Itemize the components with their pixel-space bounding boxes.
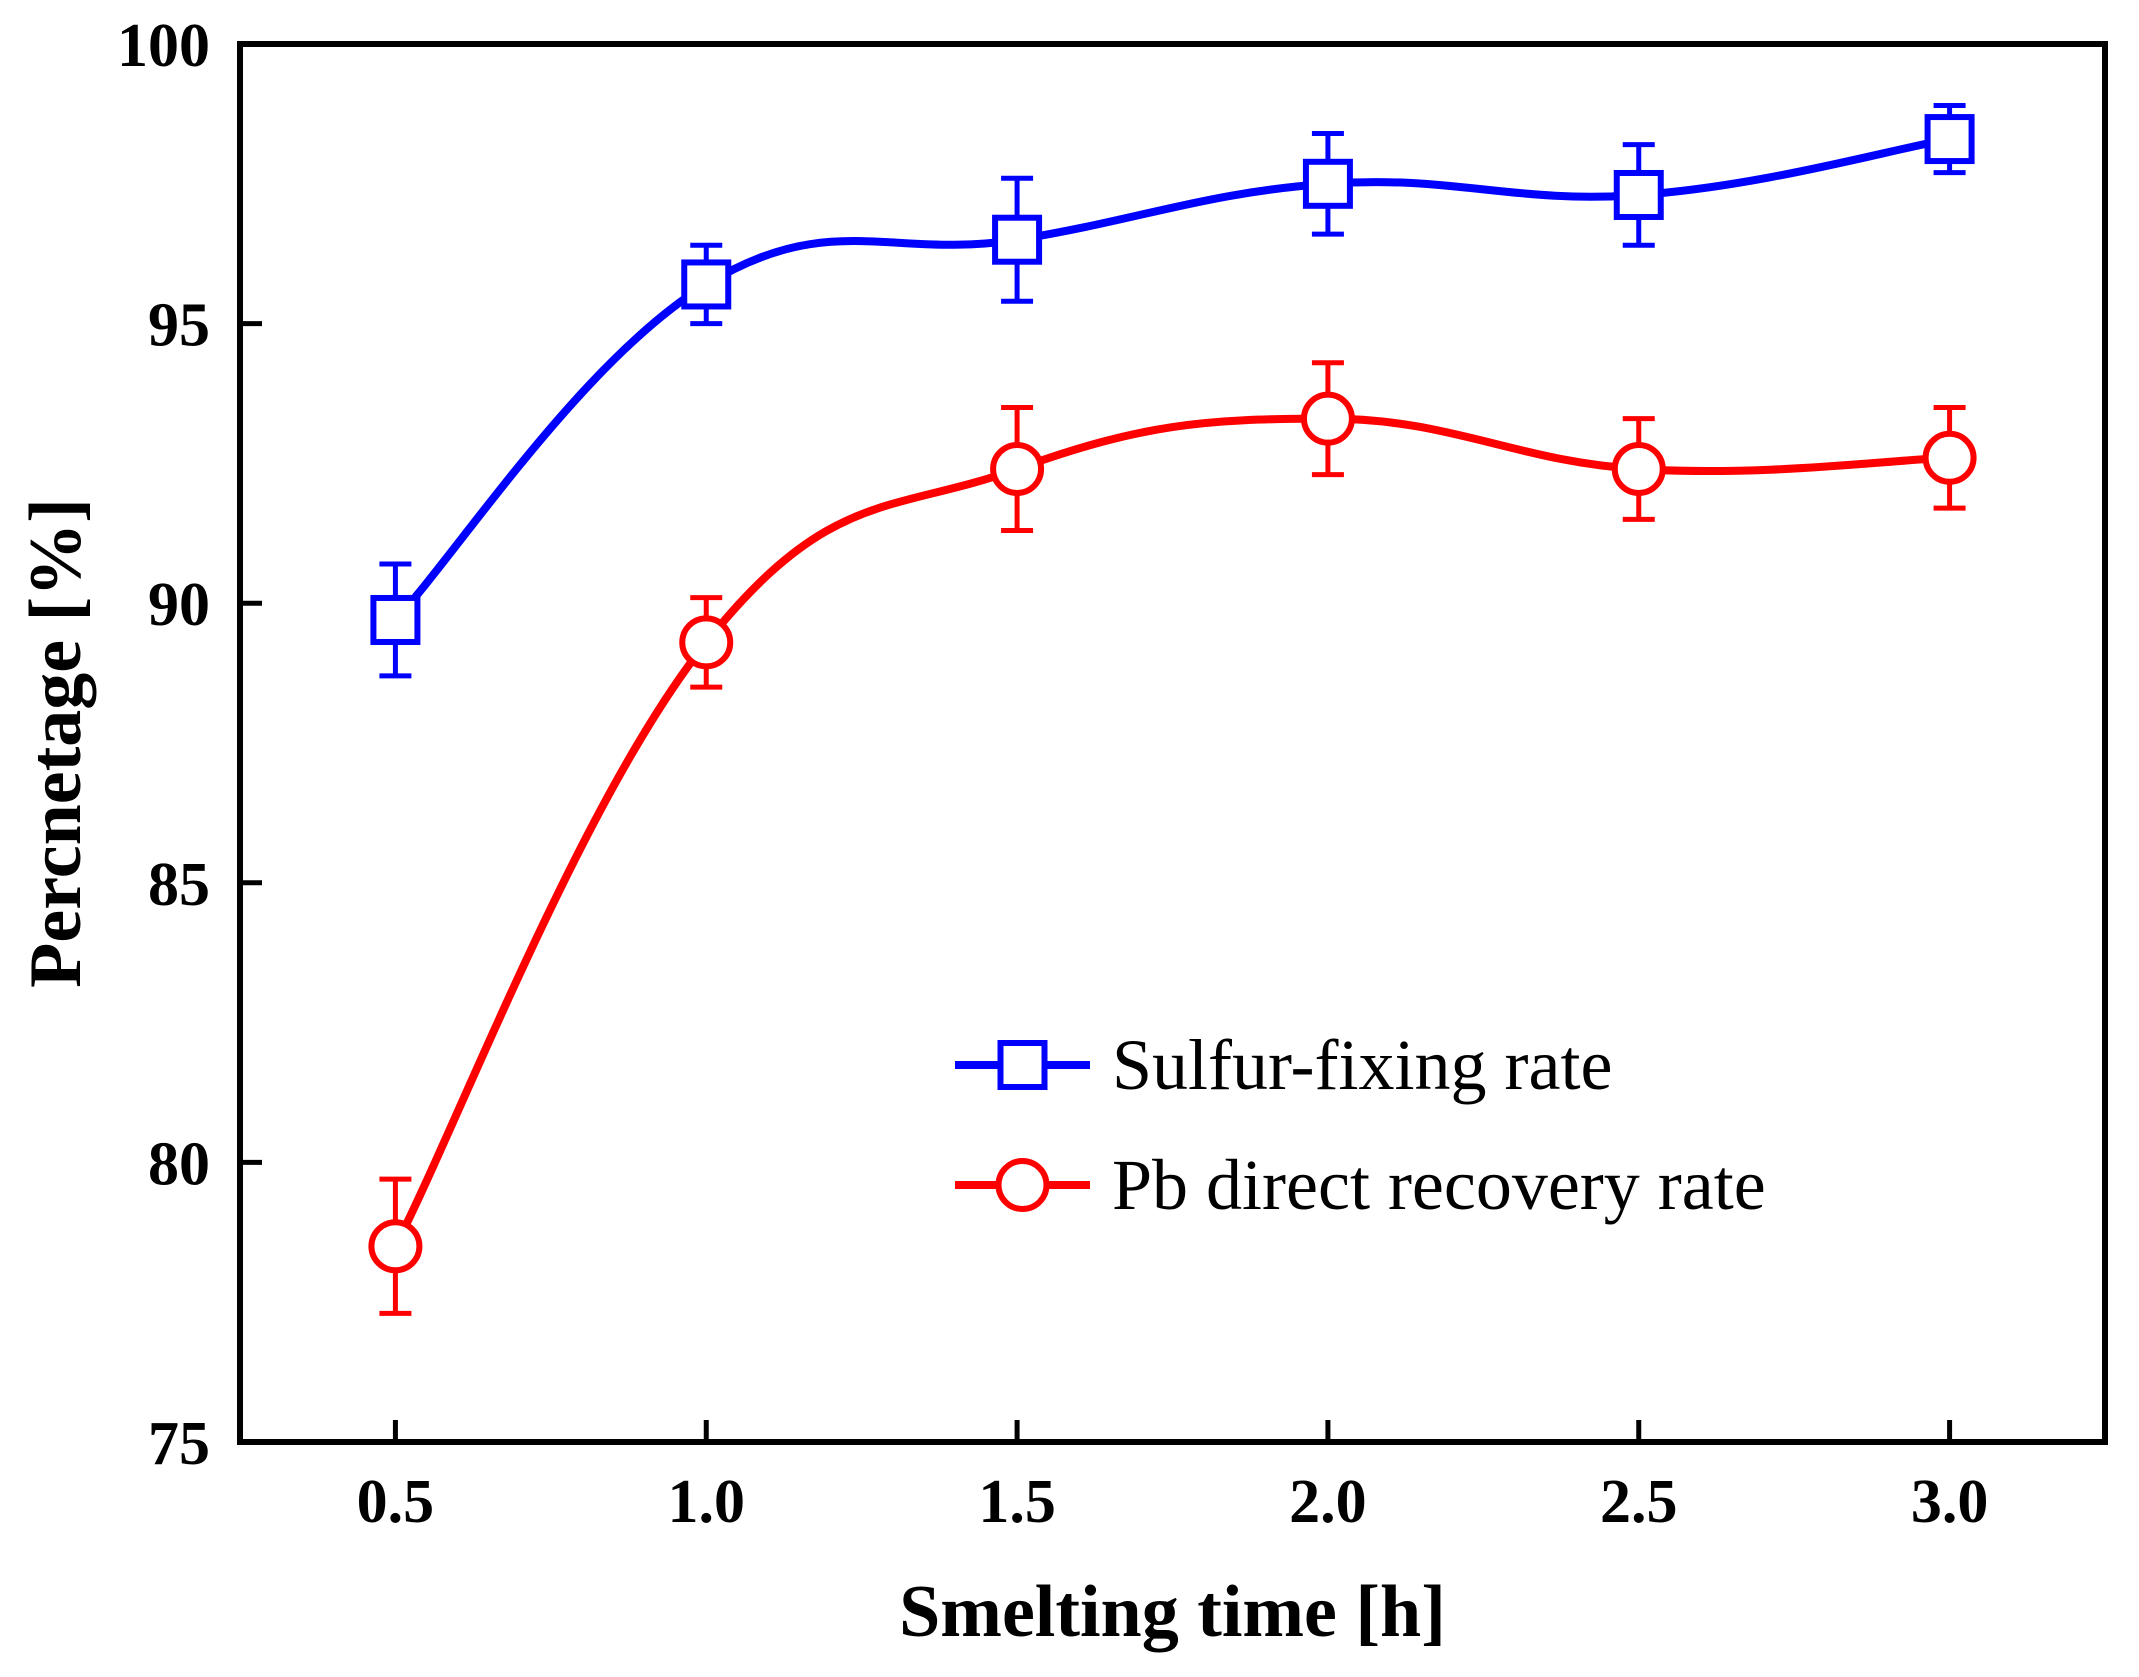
legend-marker-sulfur	[997, 1040, 1048, 1090]
data-point-sulfur	[992, 214, 1043, 265]
legend-item-pb: Pb direct recovery rate	[955, 1145, 1766, 1225]
data-point-sulfur	[370, 594, 421, 645]
x-tick-label: 1.0	[668, 1468, 746, 1536]
series-line-sulfur	[391, 135, 1954, 624]
errorbars-layer	[379, 103, 1966, 1316]
x-tick-label: 0.5	[357, 1468, 435, 1536]
data-point-sulfur	[1302, 158, 1353, 209]
data-point-pb	[990, 441, 1045, 496]
legend-label-sulfur: Sulfur-fixing rate	[1112, 1025, 1612, 1105]
legend-label-pb: Pb direct recovery rate	[1112, 1145, 1766, 1225]
data-point-sulfur	[1924, 114, 1975, 165]
data-point-sulfur	[681, 259, 732, 310]
x-axis-ticks: 0.5 1.0 1.5 2.0 2.5 3.0	[357, 1420, 1989, 1536]
y-tick-label: 100	[117, 12, 210, 80]
x-axis-title: Smelting time [h]	[899, 1571, 1446, 1653]
x-tick-label: 1.5	[978, 1468, 1056, 1536]
plot-frame	[237, 41, 2108, 1445]
data-point-pb	[368, 1219, 423, 1274]
series-line-pb	[391, 414, 1954, 1251]
y-tick-label: 90	[148, 571, 210, 639]
data-point-sulfur	[1613, 169, 1664, 220]
x-tick-label: 3.0	[1911, 1468, 1989, 1536]
data-point-pb	[1611, 441, 1666, 496]
markers-layer	[368, 114, 1977, 1274]
legend-item-sulfur: Sulfur-fixing rate	[955, 1025, 1612, 1105]
y-axis-ticks: 75 80 85 90 95 100	[117, 12, 262, 1478]
x-tick-label: 2.0	[1289, 1468, 1367, 1536]
y-tick-label: 80	[148, 1130, 210, 1198]
y-tick-label: 95	[148, 292, 210, 360]
x-tick-label: 2.5	[1600, 1468, 1678, 1536]
data-point-pb	[1300, 391, 1355, 446]
y-axis-title: Percnetage [%]	[15, 498, 97, 988]
y-tick-label: 75	[148, 1410, 210, 1478]
data-point-pb	[679, 615, 734, 670]
data-point-pb	[1922, 430, 1977, 485]
legend: Sulfur-fixing rate Pb direct recovery ra…	[955, 1025, 1766, 1225]
legend-marker-pb	[995, 1158, 1050, 1212]
y-tick-label: 85	[148, 851, 210, 919]
